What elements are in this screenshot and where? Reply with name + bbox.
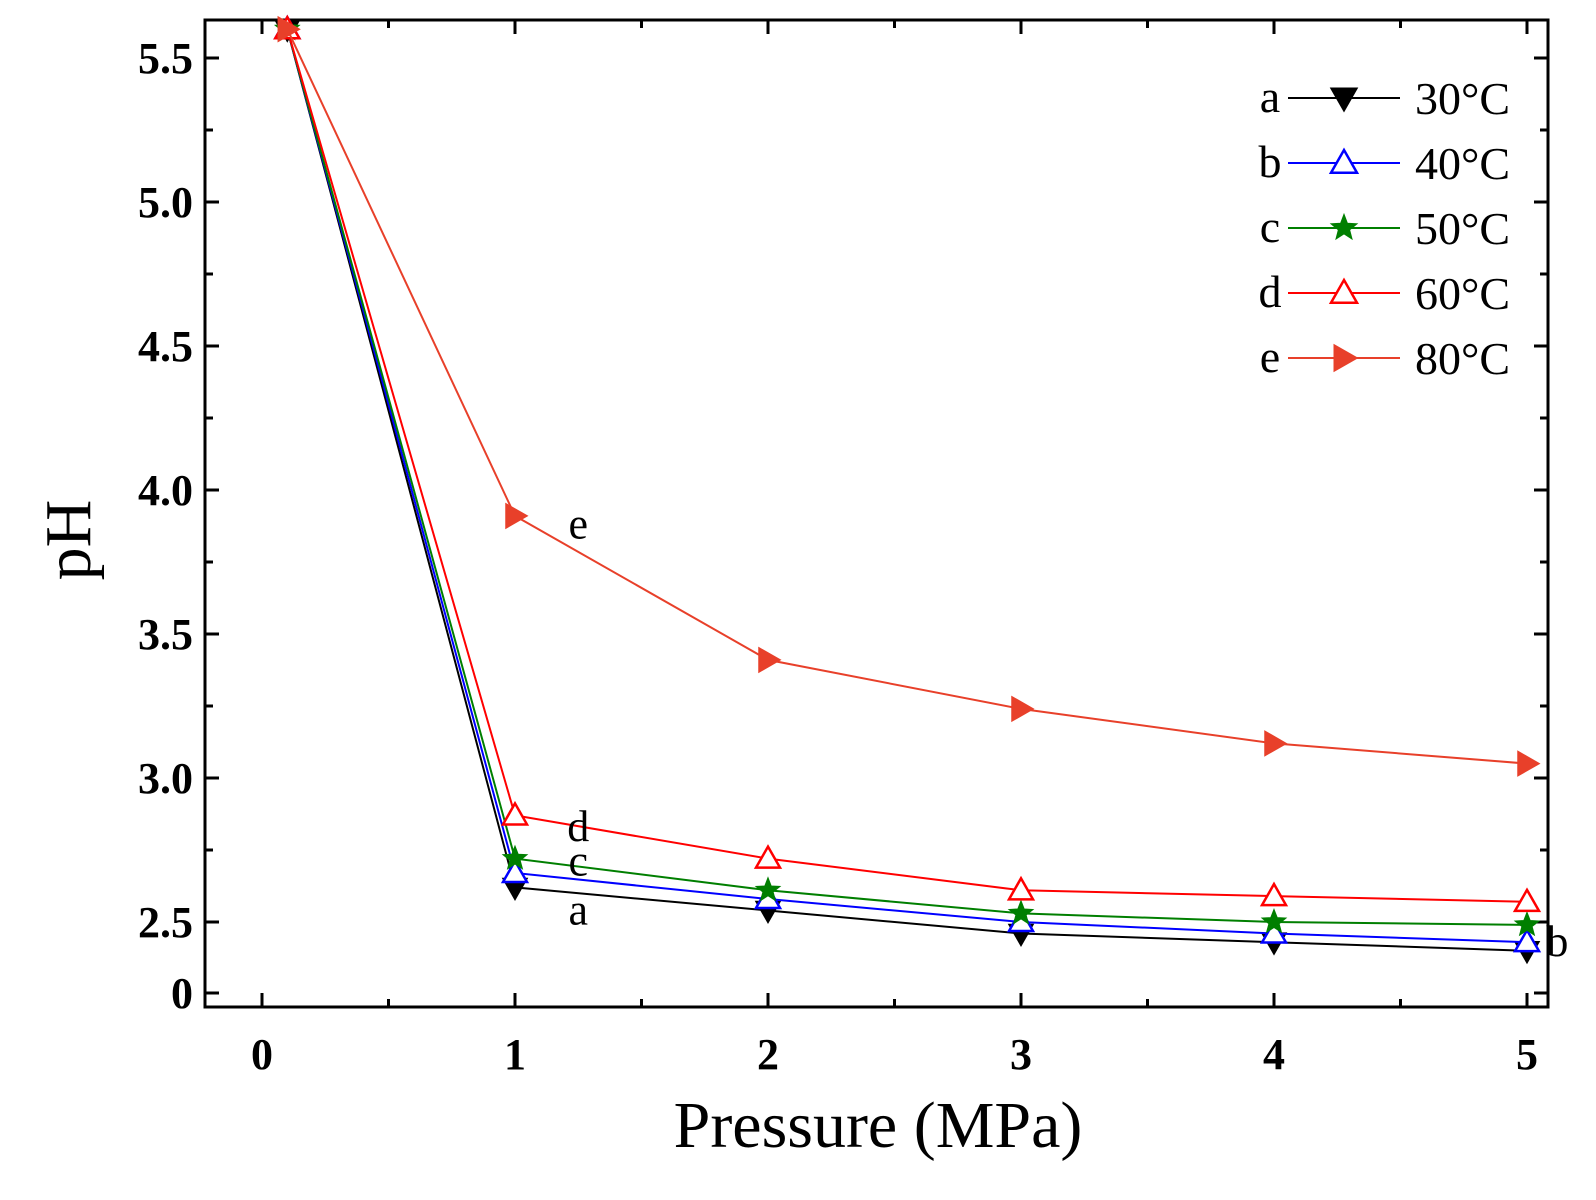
curve-labels: e dca b (567, 500, 1568, 967)
data-point-e (1517, 750, 1541, 777)
legend-label: 40°C (1415, 138, 1510, 189)
y-tick-label: 5.0 (138, 178, 193, 227)
legend-label: 30°C (1415, 73, 1510, 124)
curve-label-b: b (1546, 917, 1568, 966)
legend-marker (1333, 343, 1359, 373)
data-point-c (754, 876, 782, 902)
y-tick-label: 5.5 (138, 34, 193, 83)
data-point-d (500, 800, 530, 826)
series-layer (273, 14, 1542, 965)
data-point-c (1007, 899, 1035, 925)
curve-label-d: d (567, 802, 589, 851)
y-tick-label: 0 (171, 969, 193, 1018)
data-point-e (758, 646, 782, 674)
y-tick-label: 4.5 (138, 322, 193, 371)
data-point-d (1006, 875, 1036, 901)
series-line-e (286, 28, 1528, 765)
legend-label: 50°C (1415, 203, 1510, 254)
series-d (273, 14, 1542, 913)
x-tick-label: 2 (757, 1030, 779, 1079)
data-point-c (1260, 908, 1288, 934)
y-tick-label: 4.0 (138, 466, 193, 515)
data-point-d (1512, 887, 1542, 913)
x-tick-label: 1 (504, 1030, 526, 1079)
data-point-c (501, 844, 529, 870)
data-point-b (1259, 919, 1289, 944)
legend-item-e: e 80°C (1260, 331, 1510, 384)
series-line-d (286, 28, 1528, 903)
y-axis-title: pH (32, 500, 105, 581)
y-tick-label: 2.5 (138, 898, 193, 947)
legend-letter: b (1259, 136, 1282, 187)
series-line-c (286, 28, 1528, 926)
y-tick-label: 3.0 (138, 754, 193, 803)
legend-letter: c (1260, 201, 1280, 252)
data-point-c (1513, 910, 1541, 937)
axes: 0 1 2 3 4 5 0 2.5 3.0 3.5 4.0 4.5 5.0 5.5 (138, 18, 1550, 1079)
x-tick-label: 3 (1010, 1030, 1032, 1079)
series-b (273, 14, 1542, 953)
legend-item-d: d 60°C (1259, 266, 1511, 319)
legend: a 30°C b 40°C c 50°C d 60°C e 80°C (1259, 71, 1511, 384)
series-e (277, 15, 1541, 777)
x-axis-title: Pressure (MPa) (674, 1089, 1083, 1162)
x-tick-label: 4 (1263, 1030, 1285, 1079)
x-tick-label: 0 (251, 1030, 273, 1079)
series-line-a (286, 28, 1528, 952)
data-point-e (1264, 730, 1288, 757)
data-point-b (1512, 927, 1542, 953)
legend-item-b: b 40°C (1259, 136, 1511, 189)
legend-label: 60°C (1415, 268, 1510, 319)
x-tick-label: 5 (1516, 1030, 1538, 1079)
curve-label-c: c (568, 837, 588, 886)
legend-marker (1329, 212, 1359, 241)
legend-item-a: a 30°C (1260, 71, 1510, 124)
legend-letter: a (1260, 71, 1280, 122)
legend-letter: e (1260, 331, 1280, 382)
y-tick-label: 3.5 (138, 610, 193, 659)
series-line-b (286, 28, 1528, 944)
plot-frame (203, 18, 1550, 1009)
data-point-d (753, 844, 783, 869)
curve-label-e: e (568, 500, 588, 549)
data-point-d (1259, 881, 1289, 907)
legend-letter: d (1259, 266, 1282, 317)
data-point-e (505, 502, 529, 530)
legend-label: 80°C (1415, 333, 1510, 384)
legend-marker (1329, 87, 1359, 113)
data-point-e (1011, 695, 1035, 723)
series-c (273, 15, 1541, 937)
data-point-e (277, 15, 301, 43)
curve-label-a: a (568, 885, 588, 934)
legend-item-c: c 50°C (1260, 201, 1510, 254)
data-point-b (500, 858, 530, 884)
legend-marker (1328, 277, 1360, 304)
legend-marker (1328, 147, 1360, 174)
